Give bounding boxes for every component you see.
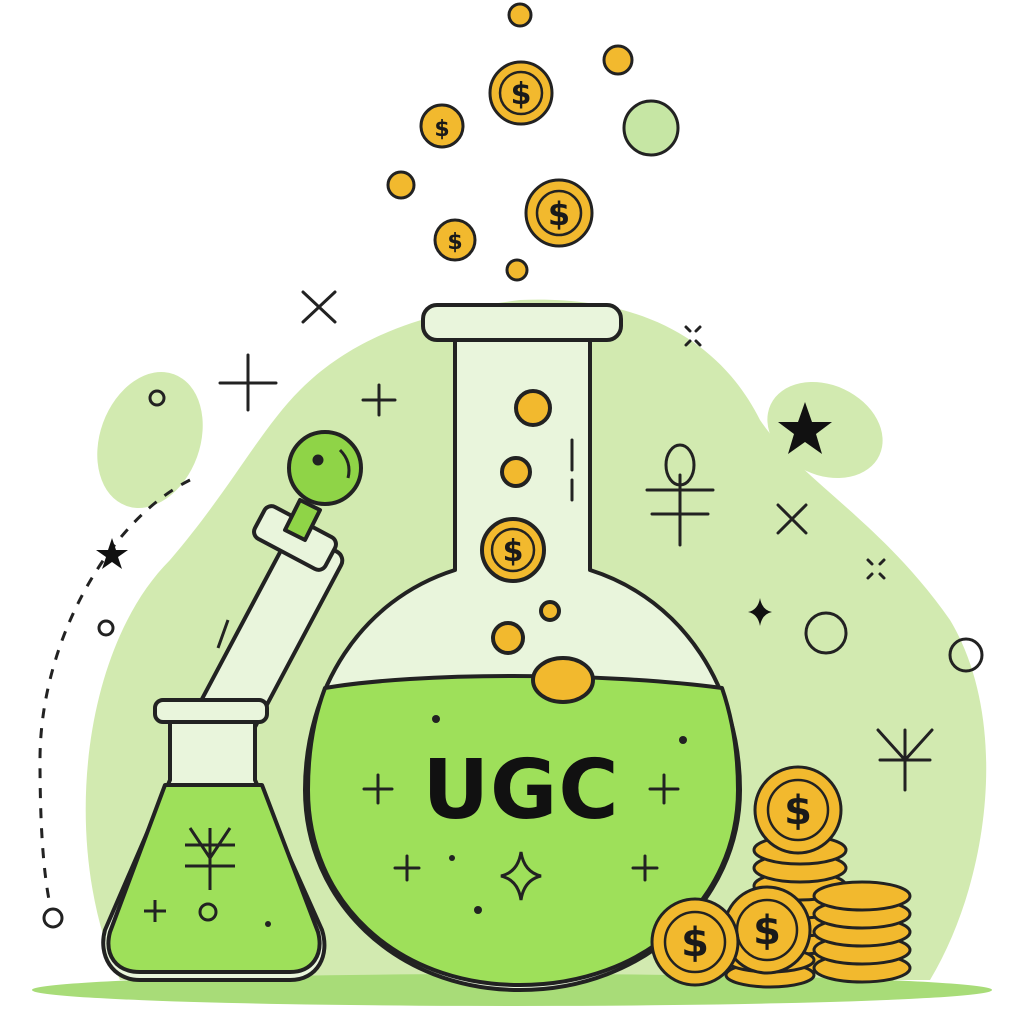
plus-icon (361, 383, 397, 417)
bubble (531, 656, 595, 704)
erlenmeyer-flask-icon (101, 698, 327, 982)
bubble (507, 2, 533, 28)
svg-text:$: $ (434, 117, 449, 142)
background-blob-left (97, 372, 203, 508)
svg-text:$: $ (681, 920, 709, 966)
coin-stack-icon (650, 765, 912, 989)
decorations (42, 290, 984, 929)
bubble (539, 600, 561, 622)
svg-text:$: $ (548, 195, 570, 233)
star-icon (96, 538, 128, 569)
liquid-dots (432, 715, 687, 914)
round-flask-icon (303, 303, 742, 992)
bubble (602, 44, 634, 76)
floating-coin-symbols: $ $ $ $ (434, 77, 570, 255)
dashed-orbit (38, 478, 191, 906)
cross-icon (301, 290, 337, 324)
ring-icon (42, 907, 64, 929)
sparkle-icon (748, 598, 772, 626)
plus-icon (218, 353, 278, 412)
svg-text:$: $ (511, 77, 532, 112)
bubble (622, 99, 680, 157)
ring-icon (148, 389, 166, 407)
liquid-sparkles (362, 773, 680, 901)
bubble (491, 621, 525, 655)
background-blob-right (767, 381, 883, 479)
bubble (500, 456, 532, 488)
ring-icon (948, 637, 984, 673)
bubble (386, 170, 416, 200)
bubble (514, 389, 552, 427)
cross-icon (776, 503, 808, 535)
ring-icon (97, 619, 115, 637)
coin-stack-right (812, 880, 912, 984)
sparkle-icon (684, 325, 702, 347)
stack-coin-symbols: $ $ $ (681, 788, 812, 966)
alchemy-symbol-icon-loop (664, 443, 696, 487)
coin-icon (419, 103, 465, 149)
flask-label: UGC (422, 743, 619, 838)
sparkle-icon (866, 558, 886, 580)
alchemy-symbol-icon (645, 473, 715, 547)
alchemy-symbol-icon (876, 728, 934, 792)
dropper-icon (195, 430, 363, 741)
floating-coins (386, 2, 680, 282)
coin-icon (433, 218, 477, 262)
star-icon (778, 402, 832, 454)
ring-icon (804, 611, 848, 655)
svg-text:$: $ (503, 534, 524, 569)
svg-text:$: $ (447, 230, 462, 255)
bubble (505, 258, 529, 282)
alchemy-symbol-icon (185, 827, 235, 890)
coin-icon (524, 178, 594, 248)
svg-text:$: $ (753, 908, 781, 954)
svg-text:$: $ (784, 788, 812, 834)
flask-rim (421, 303, 623, 342)
